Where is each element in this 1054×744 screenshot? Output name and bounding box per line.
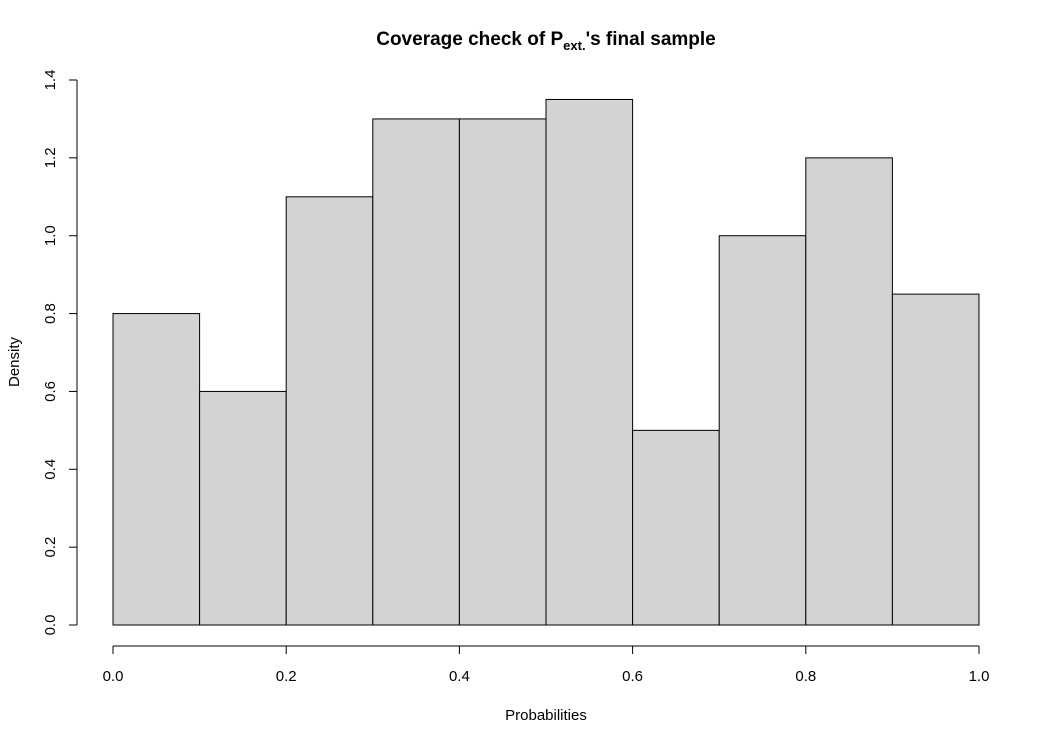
chart-title-prefix: Coverage check of P (376, 29, 563, 50)
y-tick-label: 1.4 (42, 70, 59, 91)
x-tick-label: 0.6 (622, 668, 643, 685)
y-tick-label: 1.0 (42, 225, 59, 246)
x-axis-label: Probabilities (505, 707, 587, 724)
histogram-bar-6 (632, 429, 720, 626)
histogram-bar-5 (545, 98, 634, 626)
histogram-bar-8 (805, 157, 893, 626)
chart-title: Coverage check of Pext.'s final sample (376, 29, 716, 53)
histogram-bar-9 (891, 293, 980, 626)
y-tick-label: 0.2 (42, 537, 59, 558)
y-axis: 0.0 0.2 0.4 0.6 0.8 1.0 1.2 1.4 (42, 70, 78, 636)
x-tick-label: 1.0 (969, 668, 990, 685)
histogram-bar-2 (285, 196, 374, 626)
chart-title-subscript: ext. (563, 38, 585, 53)
histogram-bar-7 (718, 235, 807, 626)
y-axis-label: Density (6, 336, 23, 387)
x-tick-label: 0.8 (795, 668, 816, 685)
y-tick-label: 0.0 (42, 615, 59, 636)
histogram-bar-4 (458, 118, 547, 626)
y-tick-label: 1.2 (42, 147, 59, 168)
x-tick-label: 0.4 (449, 668, 470, 685)
histogram-bar-3 (372, 118, 460, 626)
x-tick-label: 0.0 (103, 668, 124, 685)
x-tick-label: 0.2 (276, 668, 297, 685)
y-tick-label: 0.4 (42, 459, 59, 480)
histogram-bar-0 (112, 313, 201, 626)
y-tick-label: 0.8 (42, 303, 59, 324)
histogram-bars (112, 98, 980, 626)
chart-title-suffix: 's final sample (586, 29, 716, 50)
x-axis: 0.0 0.2 0.4 0.6 0.8 1.0 (103, 645, 990, 685)
y-tick-label: 0.6 (42, 381, 59, 402)
histogram-bar-1 (199, 390, 287, 626)
